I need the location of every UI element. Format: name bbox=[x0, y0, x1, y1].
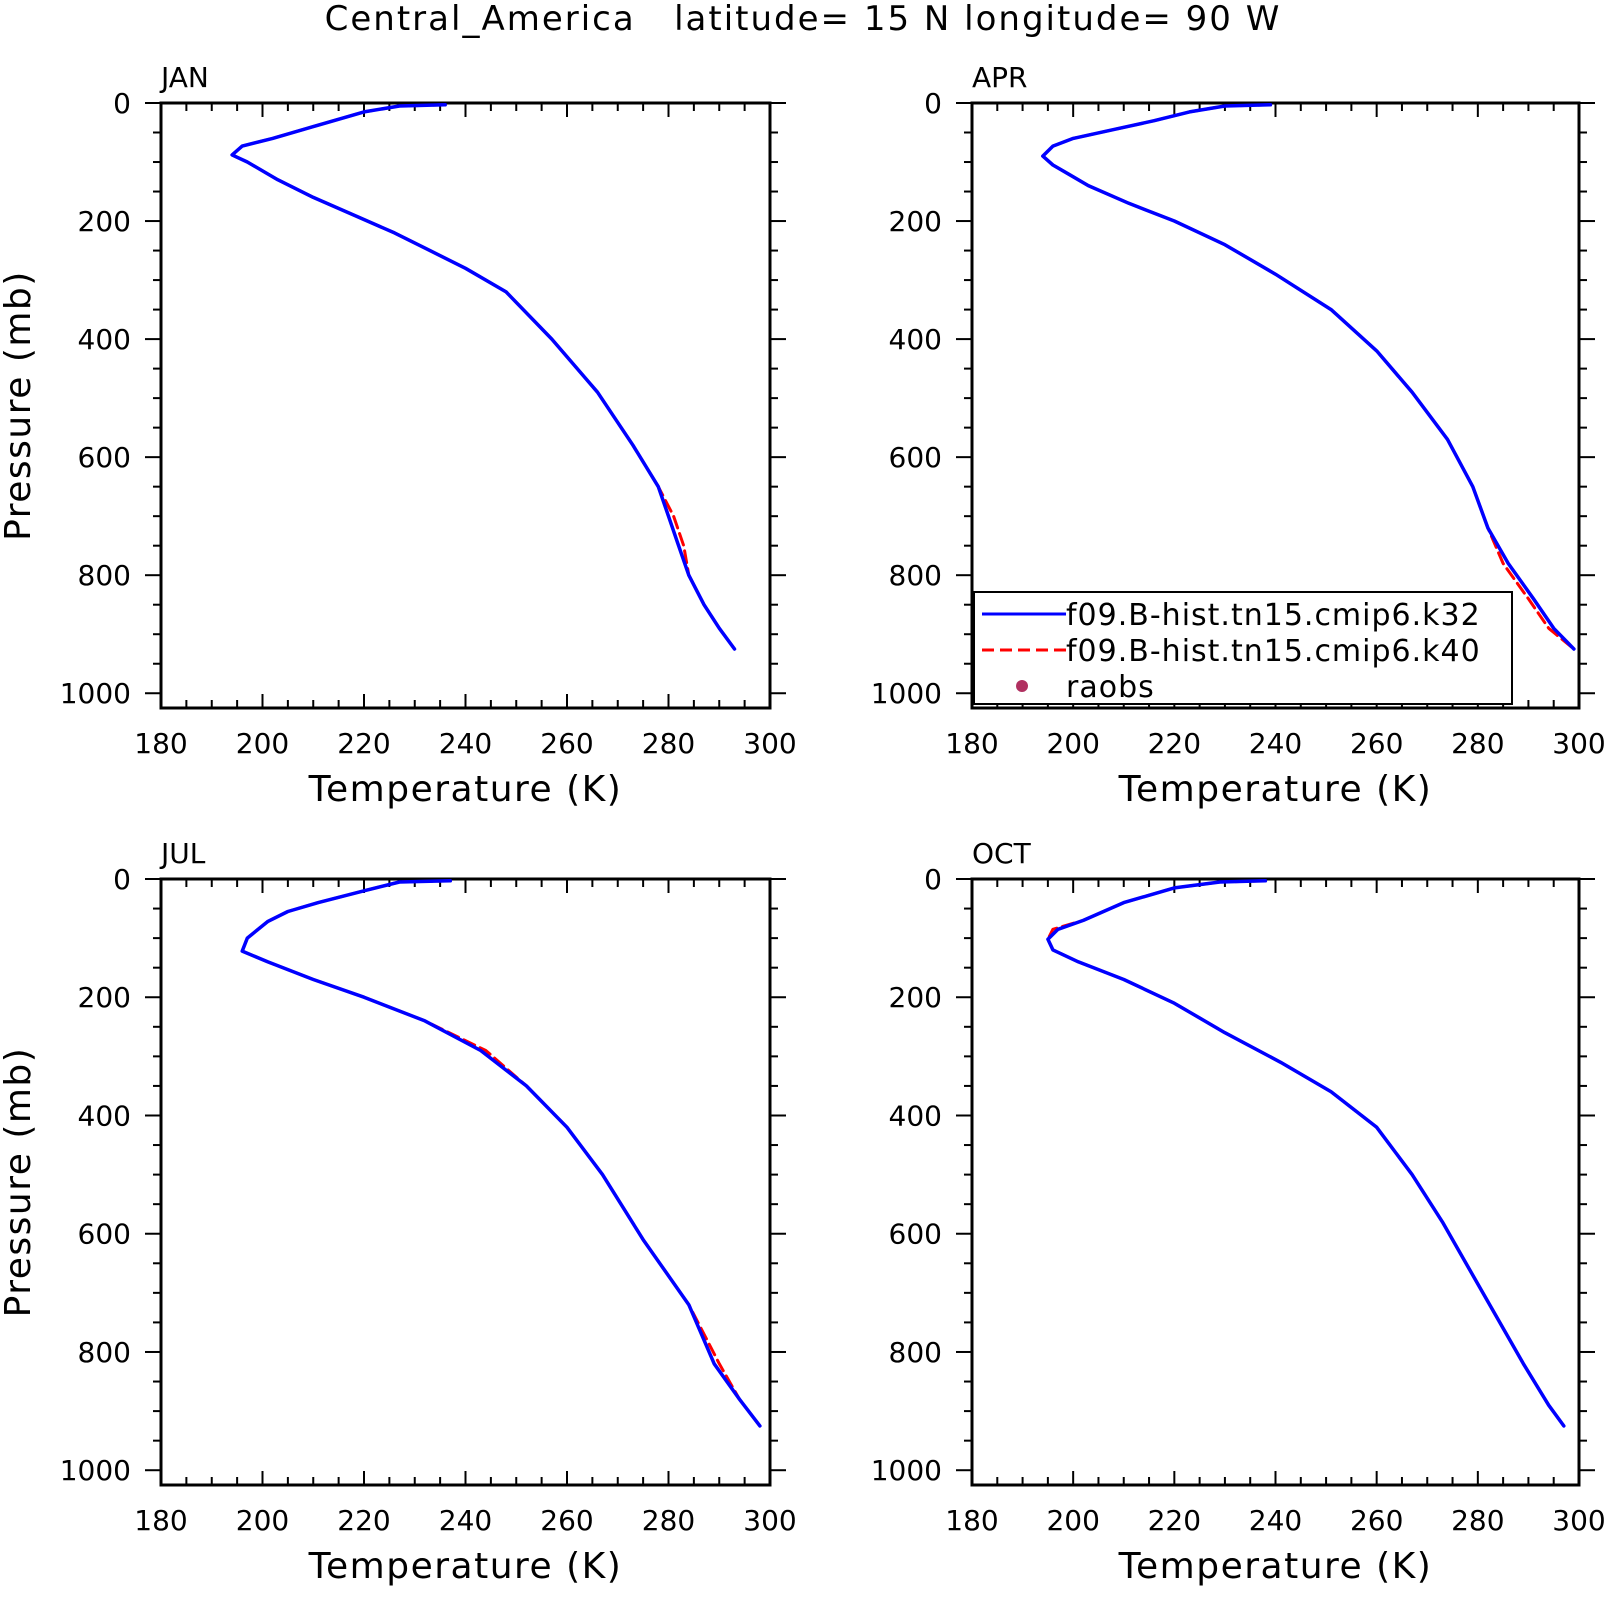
y-tick-label: 400 bbox=[889, 323, 942, 356]
x-tick-label: 220 bbox=[337, 727, 390, 760]
y-tick-label: 400 bbox=[78, 1099, 131, 1132]
y-tick-label: 800 bbox=[78, 1336, 131, 1369]
series-line-f09.B-hist.tn15.cmip6.k40 bbox=[1046, 879, 1566, 1428]
series-line-f09.B-hist.tn15.cmip6.k32 bbox=[230, 103, 737, 651]
x-tick-label: 280 bbox=[642, 727, 695, 760]
panel-jul: 180 200 220 240 260 280 300 0 200 400 600 800 1000 Te… bbox=[0, 837, 797, 1587]
x-tick-label: 200 bbox=[236, 1504, 289, 1537]
y-tick-label: 600 bbox=[889, 1218, 942, 1251]
y-tick-label: 200 bbox=[889, 205, 942, 238]
y-tick-label: 600 bbox=[78, 1218, 131, 1251]
y-axis-label: Pressure (mb) bbox=[0, 1047, 39, 1318]
x-tick-label: 220 bbox=[1148, 1504, 1201, 1537]
x-tick-label: 180 bbox=[134, 1504, 187, 1537]
x-tick-label: 220 bbox=[1148, 727, 1201, 760]
x-axis-label: Temperature (K) bbox=[1118, 769, 1433, 810]
legend-box bbox=[973, 591, 1513, 705]
panel-label: JAN bbox=[159, 61, 209, 94]
x-tick-label: 260 bbox=[1350, 727, 1403, 760]
x-tick-label: 240 bbox=[1249, 727, 1302, 760]
y-tick-label: 1000 bbox=[60, 1454, 131, 1487]
panel-label: OCT bbox=[972, 837, 1032, 870]
x-tick-label: 200 bbox=[236, 727, 289, 760]
y-tick-label: 200 bbox=[78, 205, 131, 238]
x-tick-label: 300 bbox=[1552, 727, 1605, 760]
x-tick-label: 200 bbox=[1046, 727, 1099, 760]
y-tick-label: 0 bbox=[113, 87, 131, 120]
series-line-f09.B-hist.tn15.cmip6.k32 bbox=[1046, 879, 1566, 1428]
x-tick-label: 180 bbox=[945, 1504, 998, 1537]
x-tick-label: 280 bbox=[1451, 1504, 1504, 1537]
panel-apr: 180 200 220 240 260 280 300 0 200 400 600 800 1000 Te… bbox=[871, 61, 1606, 810]
legend-marker-dot bbox=[1016, 680, 1028, 692]
y-tick-label: 400 bbox=[78, 323, 131, 356]
panel-label: JUL bbox=[159, 837, 206, 870]
y-tick-label: 0 bbox=[113, 863, 131, 896]
x-tick-label: 300 bbox=[743, 1504, 796, 1537]
plot-frame bbox=[970, 877, 1581, 1487]
legend-label: raobs bbox=[1066, 670, 1155, 705]
panel-oct: 180 200 220 240 260 280 300 0 200 400 600 800 1000 Te… bbox=[871, 837, 1606, 1587]
x-tick-label: 180 bbox=[945, 727, 998, 760]
plot-frame bbox=[159, 101, 772, 710]
y-tick-label: 800 bbox=[889, 559, 942, 592]
y-tick-label: 600 bbox=[889, 441, 942, 474]
y-tick-label: 200 bbox=[78, 981, 131, 1014]
legend-label: f09.B-hist.tn15.cmip6.k32 bbox=[1066, 598, 1481, 633]
figure-title: Central_America latitude= 15 N longitude… bbox=[325, 0, 1282, 39]
y-tick-label: 600 bbox=[78, 441, 131, 474]
x-axis-label: Temperature (K) bbox=[308, 769, 623, 810]
legend: f09.B-hist.tn15.cmip6.k32f09.B-hist.tn15… bbox=[973, 591, 1513, 705]
y-tick-label: 1000 bbox=[871, 1454, 942, 1487]
x-tick-label: 200 bbox=[1046, 1504, 1099, 1537]
legend-label: f09.B-hist.tn15.cmip6.k40 bbox=[1066, 634, 1481, 669]
x-tick-label: 260 bbox=[1350, 1504, 1403, 1537]
y-tick-label: 400 bbox=[889, 1099, 942, 1132]
x-tick-label: 280 bbox=[1451, 727, 1504, 760]
x-tick-label: 260 bbox=[540, 1504, 593, 1537]
x-tick-label: 220 bbox=[337, 1504, 390, 1537]
y-tick-label: 800 bbox=[889, 1336, 942, 1369]
panels: 180 200 220 240 260 280 300 0 200 400 600 800 1000 Te… bbox=[0, 61, 1606, 1587]
x-tick-label: 260 bbox=[540, 727, 593, 760]
y-tick-label: 800 bbox=[78, 559, 131, 592]
plot-frame bbox=[159, 877, 772, 1487]
x-tick-label: 300 bbox=[743, 727, 796, 760]
x-tick-label: 240 bbox=[439, 1504, 492, 1537]
series-line-f09.B-hist.tn15.cmip6.k40 bbox=[1041, 103, 1576, 651]
x-axis-label: Temperature (K) bbox=[308, 1546, 623, 1587]
series-line-f09.B-hist.tn15.cmip6.k32 bbox=[240, 879, 762, 1428]
x-axis-label: Temperature (K) bbox=[1118, 1546, 1433, 1587]
y-tick-label: 1000 bbox=[871, 677, 942, 710]
series-line-f09.B-hist.tn15.cmip6.k40 bbox=[230, 103, 736, 651]
x-tick-label: 240 bbox=[439, 727, 492, 760]
series-line-f09.B-hist.tn15.cmip6.k32 bbox=[1041, 103, 1576, 651]
panel-label: APR bbox=[972, 61, 1028, 94]
series-line-f09.B-hist.tn15.cmip6.k40 bbox=[240, 879, 762, 1428]
y-axis-label: Pressure (mb) bbox=[0, 270, 39, 541]
x-tick-label: 280 bbox=[642, 1504, 695, 1537]
x-tick-label: 180 bbox=[134, 727, 187, 760]
y-tick-label: 0 bbox=[924, 863, 942, 896]
x-tick-label: 300 bbox=[1552, 1504, 1605, 1537]
y-tick-label: 1000 bbox=[60, 677, 131, 710]
y-tick-label: 200 bbox=[889, 981, 942, 1014]
y-tick-label: 0 bbox=[924, 87, 942, 120]
x-tick-label: 240 bbox=[1249, 1504, 1302, 1537]
panel-jan: 180 200 220 240 260 280 300 0 200 400 600 800 1000 Te… bbox=[0, 61, 797, 810]
